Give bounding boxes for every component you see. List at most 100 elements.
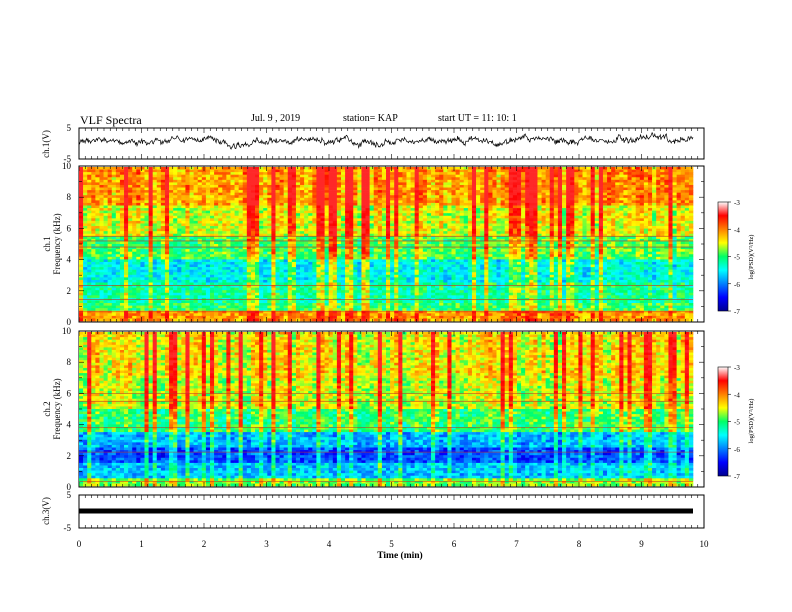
spectrogram-cell (549, 182, 555, 186)
spectrogram-cell (611, 231, 616, 235)
spectrogram-cell (230, 249, 235, 252)
spectrogram-cell (553, 195, 559, 199)
spectrogram-cell (447, 220, 452, 224)
spectrogram-cell (205, 187, 211, 191)
spectrogram-cell (275, 210, 280, 214)
spectrogram-cell (218, 241, 223, 245)
spectrogram-cell (304, 179, 309, 183)
spectrogram-cell (373, 172, 379, 175)
spectrogram-cell (144, 197, 149, 201)
spectrogram-cell (455, 167, 460, 170)
spectrogram-cell (230, 197, 235, 201)
spectrogram-cell (345, 241, 350, 245)
spectrogram-cell (512, 192, 518, 196)
spectrogram-cell (431, 179, 436, 183)
spectrogram-cell (336, 202, 342, 206)
spectrogram-cell (590, 236, 596, 240)
spectrogram-cell (369, 228, 375, 232)
spectrogram-cell (570, 220, 575, 224)
spectrogram-cell (459, 231, 465, 235)
spectrogram-cell (439, 174, 444, 178)
spectrogram-cell (107, 205, 113, 209)
spectrogram-cell (484, 226, 489, 229)
spectrogram-cell (402, 238, 407, 242)
spectrogram-cell (590, 174, 596, 178)
spectrogram-cell (381, 192, 387, 196)
spectrogram-cell (279, 231, 284, 235)
spectrogram-cell (304, 205, 309, 209)
spectrogram-cell (119, 218, 125, 222)
spectrogram-cell (353, 233, 358, 237)
spectrogram-cell (115, 228, 121, 232)
spectrogram-cell (521, 195, 526, 199)
spectrogram-cell (79, 195, 84, 199)
spectrogram-cell (418, 202, 424, 206)
spectrogram-cell (259, 236, 264, 240)
spectrogram-cell (537, 205, 542, 209)
spectrogram-cell (295, 213, 301, 217)
spectrogram-cell (349, 172, 354, 175)
spectrogram-cell (386, 233, 391, 237)
spectrogram-cell (246, 246, 252, 250)
spectrogram-cell (111, 182, 117, 186)
spectrogram-cell (193, 244, 198, 247)
spectrogram-cell (148, 184, 153, 188)
spectrogram-cell (242, 184, 248, 188)
spectrogram-cell (169, 231, 174, 235)
spectrogram-cell (406, 210, 411, 214)
spectrogram-cell (688, 246, 694, 250)
spectrogram-cell (246, 223, 252, 227)
spectrogram-cell (226, 233, 231, 237)
spectrogram-cell (406, 184, 411, 188)
spectrogram-cell (545, 179, 551, 183)
spectrogram-cell (386, 169, 391, 173)
spectrogram-cell (647, 236, 653, 240)
spectrogram-cell (398, 172, 403, 175)
spectrogram-cell (672, 244, 677, 247)
spectrogram-cell (173, 184, 178, 188)
spectrogram-cell (582, 218, 587, 222)
spectrogram-cell (152, 251, 158, 255)
spectrogram-cell (529, 246, 534, 250)
spectrogram-cell (381, 228, 387, 232)
spectrogram-cell (439, 210, 444, 214)
spectrogram-cell (328, 246, 334, 250)
spectrogram-cell (402, 174, 407, 178)
spectrogram-cell (414, 184, 420, 188)
spectrogram-cell (582, 233, 587, 237)
spectrogram-cell (230, 220, 235, 224)
spectrogram-cell (631, 192, 636, 196)
spectrogram-cell (406, 174, 411, 178)
spectrogram-cell (414, 226, 420, 229)
spectrogram-cell (336, 241, 342, 245)
spectrogram-cell (537, 246, 542, 250)
spectrogram-cell (533, 218, 538, 222)
spectrogram-cell (287, 215, 293, 219)
spectrogram-cell (365, 236, 370, 240)
spectrogram-cell (128, 184, 133, 188)
spectrogram-cell (156, 251, 162, 255)
spectrogram-cell (455, 169, 460, 173)
spectrogram-cell (410, 172, 415, 175)
spectrogram-cell (643, 233, 649, 237)
spectrogram-cell (386, 226, 391, 229)
spectrogram-cell (160, 195, 166, 199)
spectrogram-cell (688, 233, 694, 237)
spectrogram-cell (398, 169, 403, 173)
spectrogram-cell (246, 167, 252, 170)
spectrogram-cell (451, 190, 456, 193)
spectrogram-cell (467, 241, 473, 245)
spectrogram-cell (250, 215, 256, 219)
spectrogram-cell (566, 220, 571, 224)
spectrogram-cell (672, 172, 677, 175)
spectrogram-cell (230, 238, 235, 242)
spectrogram-cell (259, 179, 264, 183)
spectrogram-cell (390, 172, 395, 175)
spectrogram-cell (496, 182, 501, 186)
spectrogram-cell (353, 246, 358, 250)
spectrogram-cell (336, 233, 342, 237)
spectrogram-cell (205, 223, 211, 227)
spectrogram-cell (660, 197, 665, 201)
spectrogram-cell (545, 231, 551, 235)
spectrogram-cell (361, 177, 366, 181)
